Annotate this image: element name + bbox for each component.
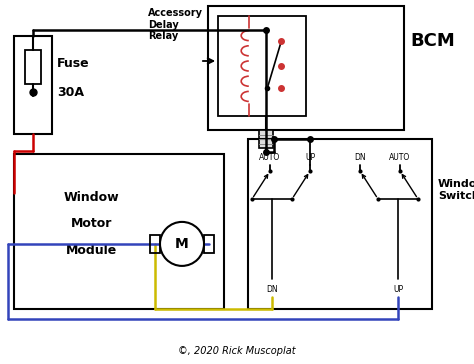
Text: DN: DN <box>354 153 366 162</box>
Text: Window: Window <box>64 191 119 204</box>
Bar <box>208 6 404 130</box>
Text: BCM: BCM <box>410 32 455 50</box>
Bar <box>218 16 306 116</box>
Bar <box>14 36 52 134</box>
Text: Motor: Motor <box>71 217 112 230</box>
Text: DN: DN <box>266 285 278 293</box>
Text: AUTO: AUTO <box>259 153 281 162</box>
Bar <box>150 235 160 253</box>
Text: Window
Switch: Window Switch <box>438 179 474 201</box>
Bar <box>25 50 41 84</box>
Text: 30A: 30A <box>57 86 84 99</box>
Bar <box>204 235 214 253</box>
Bar <box>259 130 273 148</box>
Text: AUTO: AUTO <box>389 153 410 162</box>
Text: UP: UP <box>393 285 403 293</box>
Text: Module: Module <box>66 244 118 257</box>
Text: UP: UP <box>305 153 315 162</box>
Circle shape <box>160 222 204 266</box>
Text: M: M <box>175 237 189 251</box>
Text: Fuse: Fuse <box>57 57 90 70</box>
Bar <box>248 139 432 309</box>
Text: Accessory
Delay
Relay: Accessory Delay Relay <box>148 8 203 41</box>
Text: ©, 2020 Rick Muscoplat: ©, 2020 Rick Muscoplat <box>178 346 296 356</box>
Bar <box>14 154 224 309</box>
